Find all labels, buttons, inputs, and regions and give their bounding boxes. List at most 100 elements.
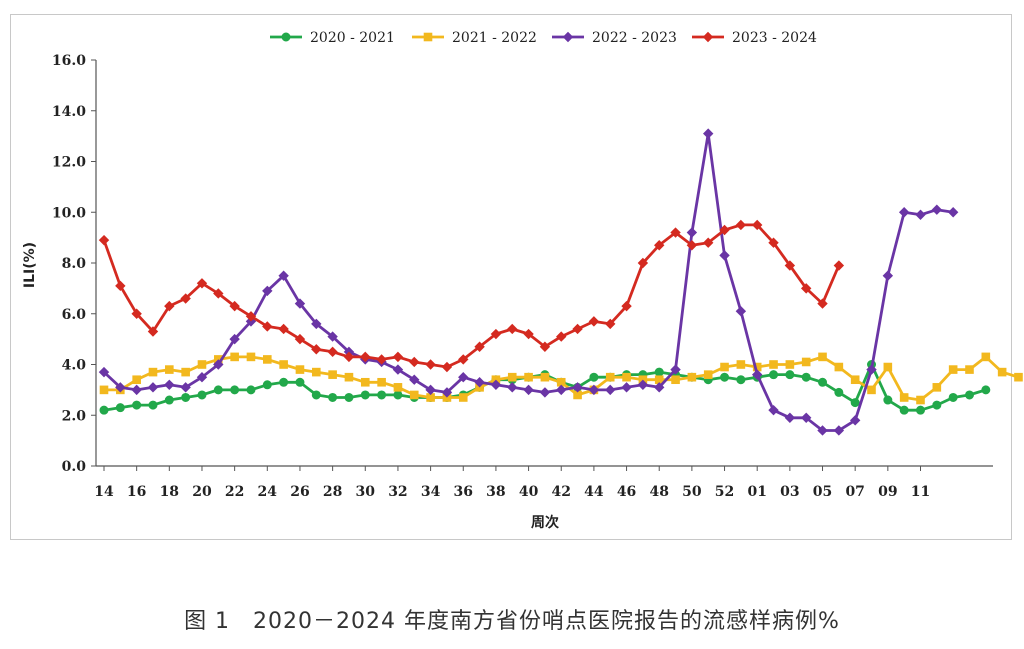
- y-tick-label: 12.0: [52, 155, 86, 171]
- data-point: [294, 333, 306, 345]
- data-point: [180, 382, 191, 393]
- data-point: [621, 300, 632, 312]
- data-point: [899, 393, 909, 402]
- data-point: [393, 390, 403, 400]
- data-point: [817, 425, 828, 436]
- x-tick-label: 42: [551, 484, 570, 500]
- data-point: [932, 400, 942, 410]
- data-point: [132, 375, 141, 385]
- series-line: [102, 223, 841, 369]
- data-point: [849, 415, 861, 426]
- data-point: [981, 385, 991, 395]
- data-point: [262, 321, 273, 332]
- data-point: [344, 392, 354, 402]
- data-point: [393, 383, 403, 392]
- data-point: [278, 323, 289, 335]
- data-point: [882, 270, 894, 281]
- data-point: [147, 382, 159, 393]
- data-point: [99, 405, 109, 415]
- x-tick-label: 30: [356, 484, 376, 500]
- x-tick-label: 24: [258, 484, 278, 500]
- x-tick-label: 28: [323, 484, 342, 500]
- data-point: [850, 398, 860, 408]
- data-point: [181, 392, 191, 402]
- y-tick-label: 8.0: [62, 256, 87, 272]
- y-tick-label: 2.0: [62, 408, 87, 424]
- data-point: [686, 227, 698, 238]
- data-point: [523, 384, 534, 396]
- data-point: [246, 352, 256, 362]
- data-point: [588, 316, 600, 327]
- data-point: [785, 370, 795, 380]
- data-point: [769, 360, 778, 369]
- x-axis-title: 周次: [531, 514, 559, 531]
- data-point: [997, 367, 1007, 377]
- data-point: [916, 395, 925, 405]
- data-point: [148, 400, 158, 410]
- data-point: [131, 308, 142, 319]
- y-tick-label: 16.0: [52, 53, 86, 69]
- data-point: [311, 367, 321, 377]
- data-point: [720, 372, 730, 382]
- data-point: [409, 390, 419, 400]
- data-point: [735, 219, 747, 231]
- data-point: [132, 400, 142, 410]
- data-point: [572, 382, 583, 393]
- data-point: [751, 369, 763, 380]
- x-tick-label: 11: [911, 484, 930, 500]
- data-point: [540, 372, 550, 382]
- data-point: [670, 364, 681, 375]
- data-point: [164, 395, 174, 405]
- x-tick-label: 40: [519, 484, 539, 500]
- data-point: [801, 357, 811, 367]
- data-point: [327, 331, 338, 342]
- data-point: [230, 352, 239, 362]
- data-point: [622, 372, 631, 382]
- data-point: [490, 328, 502, 340]
- legend-swatch-marker: [281, 32, 291, 42]
- data-point: [213, 288, 224, 299]
- data-point: [196, 278, 208, 289]
- data-point: [834, 387, 844, 397]
- data-point: [262, 285, 273, 297]
- data-point: [230, 385, 240, 395]
- data-point: [736, 375, 746, 385]
- x-tick-label: 52: [715, 484, 734, 500]
- legend-item: 2021 - 2022: [412, 30, 537, 46]
- data-point: [572, 323, 583, 335]
- data-point: [181, 367, 190, 377]
- data-point: [898, 207, 910, 218]
- data-point: [605, 384, 616, 396]
- data-point: [784, 412, 796, 423]
- x-tick-label: 46: [617, 484, 636, 500]
- x-tick-label: 44: [584, 484, 604, 500]
- data-point: [98, 366, 110, 378]
- data-point: [409, 356, 420, 368]
- data-point: [229, 333, 240, 345]
- data-point: [392, 351, 404, 363]
- data-point: [833, 425, 845, 436]
- data-point: [1014, 372, 1023, 382]
- x-tick-label: 20: [192, 484, 212, 500]
- data-point: [294, 298, 306, 309]
- data-point: [915, 209, 926, 220]
- data-point: [539, 387, 551, 398]
- data-point: [703, 370, 713, 379]
- data-point: [523, 328, 534, 340]
- data-point: [246, 385, 256, 395]
- data-point: [671, 375, 680, 385]
- data-point: [539, 341, 551, 352]
- data-point: [344, 372, 354, 382]
- data-point: [703, 128, 714, 139]
- data-point: [605, 318, 616, 330]
- y-tick-label: 4.0: [62, 358, 87, 374]
- data-point: [115, 403, 125, 413]
- data-point: [703, 237, 714, 248]
- x-tick-label: 18: [160, 484, 179, 500]
- data-point: [981, 352, 991, 362]
- data-point: [197, 360, 207, 369]
- data-point: [474, 377, 485, 388]
- x-tick-label: 05: [813, 484, 832, 500]
- data-point: [377, 390, 387, 400]
